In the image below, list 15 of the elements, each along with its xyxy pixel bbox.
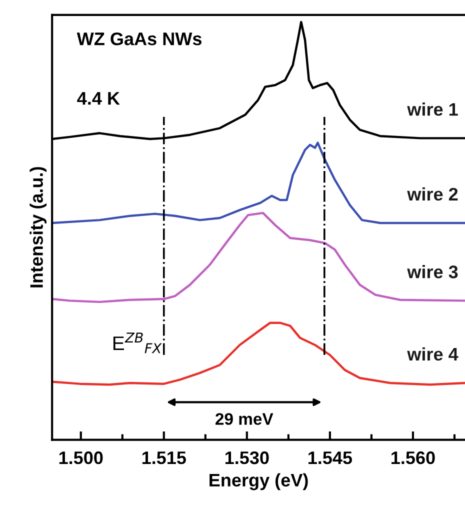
x-tick-label: 1.545 <box>308 452 352 464</box>
annotation: 29 meV <box>216 413 274 425</box>
x-tick-label: 1.560 <box>392 451 435 464</box>
x-tick-label: 1.515 <box>142 452 186 464</box>
x-axis-title: Energy (eV) <box>210 473 308 490</box>
annotation: E$^{ZB}$$_{FX}$ <box>113 332 162 354</box>
annotation: WZ GaAs NWs <box>76 32 202 46</box>
series-label: wire 1 <box>407 102 458 116</box>
x-tick-label: 1.500 <box>59 451 103 464</box>
series-label: wire 4 <box>407 347 458 361</box>
series-label: wire 2 <box>407 187 458 201</box>
y-axis-title: Intensity (a.u.) <box>30 167 47 288</box>
series-label: wire 3 <box>407 265 458 278</box>
annotation: 4.4 K <box>77 92 120 105</box>
x-tick-label: 1.530 <box>225 451 269 464</box>
